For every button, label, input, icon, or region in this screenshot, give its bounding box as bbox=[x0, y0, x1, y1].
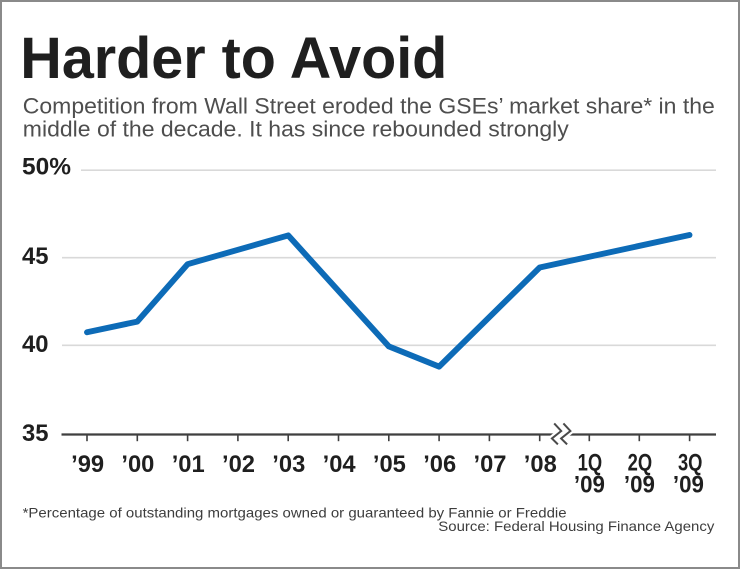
svg-text:’09: ’09 bbox=[574, 472, 605, 499]
svg-text:’08: ’08 bbox=[524, 451, 557, 478]
svg-text:’04: ’04 bbox=[323, 451, 356, 478]
svg-text:’02: ’02 bbox=[222, 451, 255, 478]
svg-text:’07: ’07 bbox=[474, 451, 507, 478]
svg-text:middle of the decade. It has s: middle of the decade. It has since rebou… bbox=[23, 117, 569, 142]
svg-text:3Q: 3Q bbox=[678, 449, 703, 476]
svg-text:’03: ’03 bbox=[272, 451, 305, 478]
svg-text:Harder to Avoid: Harder to Avoid bbox=[20, 26, 447, 91]
svg-text:’00: ’00 bbox=[121, 451, 154, 478]
svg-text:Source: Federal Housing Financ: Source: Federal Housing Finance Agency bbox=[438, 518, 714, 534]
svg-text:35: 35 bbox=[22, 420, 49, 447]
svg-text:40: 40 bbox=[22, 331, 49, 358]
svg-text:*Percentage of outstanding mor: *Percentage of outstanding mortgages own… bbox=[23, 505, 567, 521]
svg-text:’99: ’99 bbox=[71, 451, 104, 478]
svg-text:50%: 50% bbox=[22, 154, 71, 181]
svg-text:’09: ’09 bbox=[624, 472, 655, 499]
svg-text:Competition from Wall Street e: Competition from Wall Street eroded the … bbox=[23, 93, 715, 118]
svg-text:1Q: 1Q bbox=[578, 449, 603, 476]
svg-text:’01: ’01 bbox=[172, 451, 205, 478]
svg-text:2Q: 2Q bbox=[628, 449, 653, 476]
svg-text:’05: ’05 bbox=[373, 451, 406, 478]
svg-text:’09: ’09 bbox=[673, 472, 704, 499]
svg-text:’06: ’06 bbox=[423, 451, 456, 478]
svg-text:45: 45 bbox=[22, 243, 49, 270]
